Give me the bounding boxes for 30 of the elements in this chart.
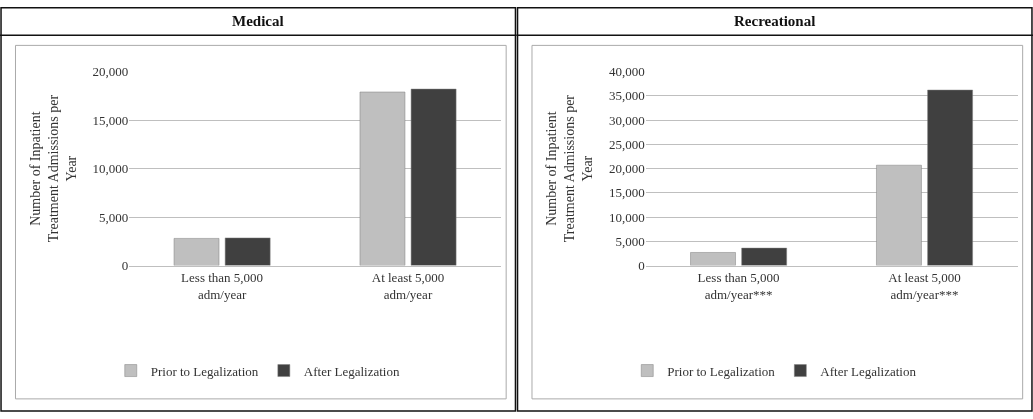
y-tick-label: 0 [121,258,129,274]
y-tick-label: 40,000 [608,64,645,80]
bar [410,88,457,266]
x-tick-label: At least 5,000 adm/year [371,270,445,303]
y-axis-title: Number of Inpatient Treatment Admissions per Year [27,94,79,243]
x-tick-label: Less than 5,000 adm/year [181,270,264,303]
bar [224,237,271,266]
x-tick-label: Less than 5,000 adm/year*** [697,270,780,303]
y-tick-label: 25,000 [608,136,645,152]
y-tick-label: 5,000 [98,209,129,225]
y-tick-label: 20,000 [608,161,645,177]
y-tick-label: 5,000 [615,233,645,249]
y-tick-label: 15,000 [608,185,645,201]
legend-label: After Legalization [303,363,400,379]
y-tick-label: 10,000 [92,161,129,177]
y-tick-label: 30,000 [608,112,645,128]
chart-title: Recreational [734,13,816,29]
x-tick-label: At least 5,000 adm/year*** [888,270,961,303]
bar [927,89,973,266]
legend-label: After Legalization [820,363,917,379]
bar [741,247,787,266]
chart-title: Medical [232,13,284,29]
y-tick-label: 10,000 [608,209,645,225]
y-tick-label: 15,000 [92,112,129,128]
y-tick-label: 35,000 [608,88,645,104]
legend-label: Prior to Legalization [667,363,776,379]
y-tick-label: 20,000 [92,64,129,80]
y-tick-label: 0 [638,258,645,274]
y-axis-title: Number of Inpatient Treatment Admissions per Year [544,94,596,243]
legend-label: Prior to Legalization [150,363,259,379]
